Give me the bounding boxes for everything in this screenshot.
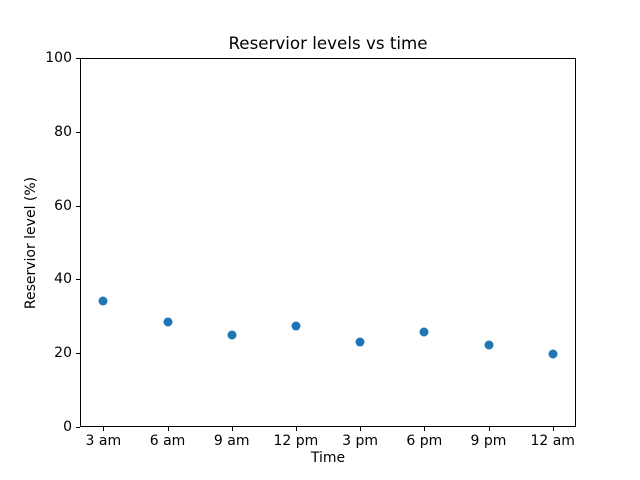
x-tick-mark xyxy=(103,427,105,431)
y-tick-label: 40 xyxy=(54,271,72,288)
x-tick-mark xyxy=(488,427,490,431)
y-tick-label: 0 xyxy=(63,419,72,435)
x-tick-label: 12 pm xyxy=(273,433,319,449)
y-tick-label: 100 xyxy=(45,50,72,66)
y-tick-mark xyxy=(76,205,80,207)
data-point xyxy=(227,330,237,340)
y-axis-label: Reservior level (%) xyxy=(23,176,39,310)
y-tick-mark xyxy=(76,279,80,281)
y-tick-label: 80 xyxy=(54,123,72,140)
x-tick-mark xyxy=(167,427,169,431)
data-point xyxy=(419,327,429,337)
data-point xyxy=(484,340,493,350)
data-point xyxy=(548,349,558,359)
data-point xyxy=(98,296,108,306)
y-tick-mark xyxy=(76,131,80,133)
x-tick-label: 9 am xyxy=(213,433,250,449)
x-tick-label: 9 pm xyxy=(470,433,507,449)
x-tick-label: 12 am xyxy=(530,433,575,449)
chart-title: Reservior levels vs time xyxy=(228,33,428,53)
x-tick-label: 6 pm xyxy=(406,433,443,449)
x-tick-label: 6 am xyxy=(149,433,186,449)
x-tick-mark xyxy=(360,427,362,431)
data-point xyxy=(163,317,172,327)
data-point xyxy=(291,321,301,331)
y-tick-mark xyxy=(76,58,80,59)
y-tick-label: 20 xyxy=(54,345,72,362)
x-tick-mark xyxy=(295,427,297,431)
x-tick-mark xyxy=(552,427,554,431)
y-tick-mark xyxy=(76,427,80,428)
y-tick-mark xyxy=(76,353,80,355)
x-tick-mark xyxy=(424,427,426,431)
x-tick-label: 3 am xyxy=(85,433,122,449)
y-tick-label: 60 xyxy=(54,197,72,214)
x-axis-label: Time xyxy=(310,450,346,466)
x-tick-label: 3 pm xyxy=(342,433,379,449)
x-tick-mark xyxy=(231,427,233,431)
data-point xyxy=(355,337,365,347)
plot-area xyxy=(80,58,576,427)
